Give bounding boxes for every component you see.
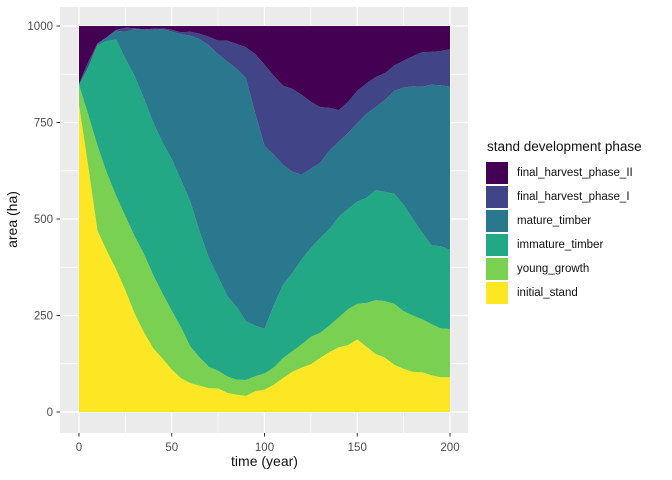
legend: stand development phase final_harvest_ph… [486, 139, 670, 306]
y-tick-labels: 0 250 500 750 1000 [27, 21, 53, 419]
legend-label: final_harvest_phase_I [517, 191, 630, 203]
y-tick-label: 750 [34, 118, 53, 130]
x-tick-label: 50 [165, 442, 178, 454]
x-tick-label: 150 [348, 442, 367, 454]
legend-label: mature_timber [517, 215, 592, 227]
legend-swatch-final_harvest_phase_I [486, 186, 508, 208]
area-young_growth [79, 84, 450, 396]
legend-label: immature_timber [517, 239, 604, 251]
y-tick-label: 0 [47, 407, 53, 419]
legend-item-initial_stand: initial_stand [486, 282, 670, 304]
legend-label: initial_stand [517, 287, 578, 299]
legend-label: young_growth [517, 263, 590, 275]
stacked-areas [79, 26, 450, 412]
x-tick-label: 100 [255, 442, 274, 454]
axis-ticks [56, 25, 451, 437]
x-tick-label: 0 [76, 442, 82, 454]
legend-item-mature_timber: mature_timber [486, 210, 670, 232]
legend-swatch-mature_timber [486, 210, 508, 232]
x-axis-title: time (year) [231, 453, 298, 469]
legend-items: final_harvest_phase_II final_harvest_phas… [486, 162, 670, 304]
area-final_harvest_phase_I [79, 27, 450, 175]
legend-swatch-immature_timber [486, 234, 508, 256]
legend-swatch-final_harvest_phase_II [486, 162, 508, 184]
x-tick-label: 200 [440, 442, 459, 454]
legend-item-immature_timber: immature_timber [486, 234, 670, 256]
y-tick-label: 1000 [27, 21, 53, 33]
area-mature_timber [79, 29, 450, 329]
legend-title: stand development phase [487, 139, 642, 154]
legend-swatch-initial_stand [486, 282, 508, 304]
legend-label: final_harvest_phase_II [517, 167, 633, 179]
area-immature_timber [79, 39, 450, 380]
legend-swatch-young_growth [486, 258, 508, 280]
legend-item-final_harvest_phase_II: final_harvest_phase_II [486, 162, 670, 184]
y-axis-title: area (ha) [4, 191, 20, 248]
legend-item-final_harvest_phase_I: final_harvest_phase_I [486, 186, 670, 208]
x-tick-labels: 0 50 100 150 200 [76, 442, 460, 454]
y-tick-label: 500 [34, 214, 53, 226]
area-initial_stand [79, 105, 450, 412]
area-final_harvest_phase_II [79, 26, 450, 111]
legend-item-young_growth: young_growth [486, 258, 670, 280]
y-tick-label: 250 [34, 311, 53, 323]
